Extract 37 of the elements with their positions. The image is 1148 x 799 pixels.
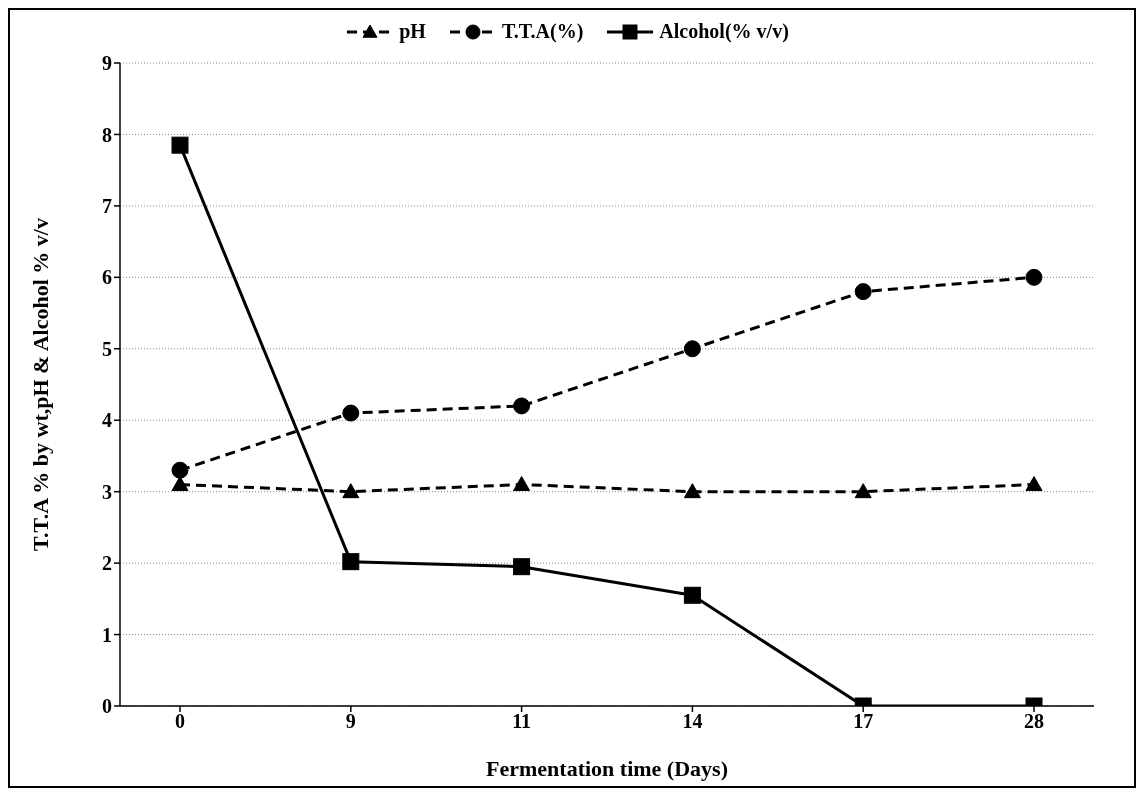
point bbox=[1025, 476, 1043, 492]
x-tick-label: 9 bbox=[345, 710, 356, 733]
point bbox=[342, 553, 360, 571]
y-tick-label: 6 bbox=[102, 266, 112, 289]
point bbox=[1025, 268, 1043, 286]
point bbox=[854, 483, 872, 499]
point bbox=[513, 476, 531, 492]
x-tick-label: 28 bbox=[1024, 710, 1044, 733]
y-axis-title: T.T.A % by wt,pH & Alcohol % v/v bbox=[27, 218, 53, 551]
point bbox=[171, 461, 189, 479]
y-tick-label: 5 bbox=[102, 337, 112, 360]
point bbox=[513, 558, 531, 576]
point bbox=[171, 136, 189, 154]
x-tick-label: 0 bbox=[175, 710, 185, 733]
legend-label: pH bbox=[399, 20, 426, 43]
point bbox=[171, 476, 189, 492]
y-tick-label: 2 bbox=[102, 552, 112, 575]
y-tick-label: 8 bbox=[102, 123, 112, 146]
x-tick-label: 11 bbox=[512, 710, 532, 733]
point bbox=[683, 586, 701, 604]
x-tick-label: 17 bbox=[853, 710, 874, 733]
y-tick-label: 1 bbox=[102, 623, 112, 646]
legend-label: T.T.A(%) bbox=[501, 20, 584, 43]
point bbox=[513, 397, 531, 415]
y-tick-label: 9 bbox=[102, 52, 112, 75]
y-tick-label: 0 bbox=[102, 695, 112, 718]
x-tick-label: 14 bbox=[682, 710, 703, 733]
x-axis-title: Fermentation time (Days) bbox=[486, 756, 728, 781]
y-tick-label: 7 bbox=[102, 194, 112, 217]
y-tick-label: 3 bbox=[102, 480, 112, 503]
legend-label: Alcohol(% v/v) bbox=[659, 20, 789, 43]
point bbox=[683, 483, 701, 499]
y-tick-label: 4 bbox=[102, 409, 112, 432]
point bbox=[342, 404, 360, 422]
point bbox=[342, 483, 360, 499]
point bbox=[683, 340, 701, 358]
point bbox=[854, 283, 872, 301]
